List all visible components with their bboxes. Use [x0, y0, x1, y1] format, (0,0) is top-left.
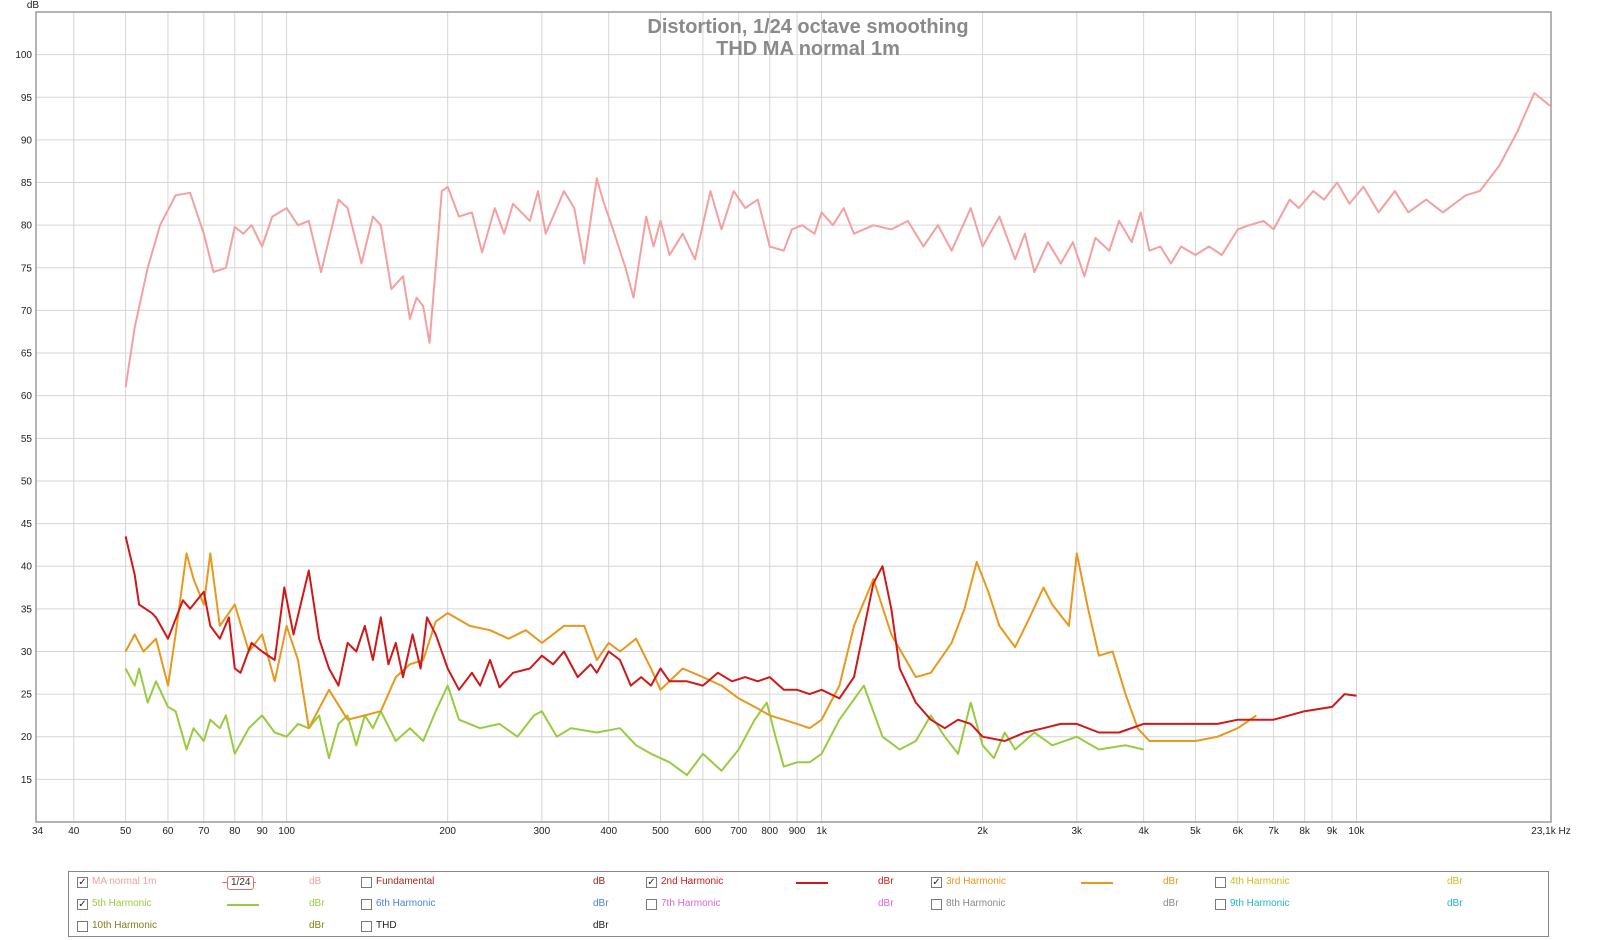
legend-checkbox-fundamental[interactable] — [361, 877, 372, 888]
legend-unit-10th-harmonic: dBr — [309, 920, 325, 931]
y-tick-label: 45 — [21, 519, 33, 530]
x-tick-label: 40 — [68, 826, 80, 837]
legend-unit-ma-normal-1m: dB — [309, 876, 322, 887]
legend-unit-7th-harmonic: dBr — [878, 898, 894, 909]
x-tick-label: 34 — [32, 826, 44, 837]
y-axis-label: dB — [27, 0, 40, 11]
x-tick-label: 900 — [789, 826, 806, 837]
x-tick-label: 9k — [1327, 826, 1339, 837]
legend-label-fundamental: Fundamental — [376, 876, 435, 887]
legend-checkbox-7th-harmonic[interactable] — [646, 899, 657, 910]
x-tick-label: 8k — [1299, 826, 1311, 837]
chart-subtitle: THD MA normal 1m — [716, 38, 900, 60]
y-tick-label: 35 — [21, 604, 33, 615]
y-tick-label: 25 — [21, 690, 33, 701]
y-tick-label: 20 — [21, 732, 33, 743]
legend-unit-fundamental: dB — [593, 876, 606, 887]
legend-unit-6th-harmonic: dBr — [593, 898, 609, 909]
x-tick-label: 5k — [1190, 826, 1202, 837]
y-tick-label: 80 — [21, 221, 33, 232]
distortion-chart: 15 20 25 30 35 40 45 50 55 60 65 70 75 80 85 90 95 100 34… — [15, 0, 1571, 837]
y-tick-label: 60 — [21, 391, 33, 402]
x-tick-label: 600 — [695, 826, 712, 837]
legend-swatch-3rd-harmonic — [1081, 882, 1113, 884]
x-axis-ticks: 34 40 50 60 70 80 90 100 200 300 400 500 600 700 800 90… — [32, 826, 1571, 837]
x-tick-label: 10k — [1348, 826, 1365, 837]
series-ma-normal-1m — [124, 92, 1551, 388]
x-tick-label: 7k — [1268, 826, 1280, 837]
legend-checkbox-8th-harmonic[interactable] — [931, 899, 942, 910]
y-tick-label: 40 — [21, 562, 33, 573]
series-5th-harmonic — [124, 667, 1144, 777]
legend-label-6th-harmonic: 6th Harmonic — [376, 898, 436, 909]
legend-unit-4th-harmonic: dBr — [1447, 876, 1463, 887]
legend-checkbox-10th-harmonic[interactable] — [77, 921, 88, 932]
y-tick-label: 55 — [21, 434, 33, 445]
x-tick-label: 60 — [162, 826, 174, 837]
legend-label-9th-harmonic: 9th Harmonic — [1230, 898, 1290, 909]
legend-label-8th-harmonic: 8th Harmonic — [946, 898, 1006, 909]
legend-label-10th-harmonic: 10th Harmonic — [92, 920, 158, 931]
legend-smoothing-badge[interactable]: 1/24 — [227, 876, 255, 890]
legend-label-7th-harmonic: 7th Harmonic — [661, 898, 721, 909]
legend-label-5th-harmonic: 5th Harmonic — [92, 898, 152, 909]
series-3rd-harmonic — [124, 552, 1257, 742]
y-tick-label: 75 — [21, 263, 33, 274]
y-axis-ticks: 15 20 25 30 35 40 45 50 55 60 65 70 75 80 85 90 95 100 — [15, 50, 32, 786]
x-tick-label: 100 — [278, 826, 295, 837]
plot-frame — [35, 11, 1552, 823]
legend-unit-9th-harmonic: dBr — [1447, 898, 1463, 909]
legend-checkbox-6th-harmonic[interactable] — [361, 899, 372, 910]
legend-unit-2nd-harmonic: dBr — [878, 876, 894, 887]
x-tick-label: 800 — [761, 826, 778, 837]
legend-checkbox-ma-normal-1m[interactable]: ✓ — [77, 877, 88, 888]
x-tick-label: 6k — [1233, 826, 1245, 837]
x-tick-label: 80 — [229, 826, 241, 837]
x-tick-label: 50 — [120, 826, 132, 837]
y-tick-label: 15 — [21, 775, 33, 786]
legend-checkbox-3rd-harmonic[interactable]: ✓ — [931, 877, 942, 888]
x-tick-label: 700 — [730, 826, 747, 837]
x-tick-label: 2k — [977, 826, 989, 837]
y-tick-label: 90 — [21, 135, 33, 146]
y-tick-label: 65 — [21, 349, 33, 360]
legend-checkbox-4th-harmonic[interactable] — [1215, 877, 1226, 888]
legend-unit-8th-harmonic: dBr — [1163, 898, 1179, 909]
y-tick-label: 85 — [21, 178, 33, 189]
y-tick-label: 30 — [21, 647, 33, 658]
x-tick-label: 3k — [1072, 826, 1084, 837]
legend-label-ma-normal-1m: MA normal 1m — [92, 876, 157, 887]
series-2nd-harmonic — [124, 536, 1357, 742]
legend-unit-3rd-harmonic: dBr — [1163, 876, 1179, 887]
y-tick-label: 50 — [21, 476, 33, 487]
legend-checkbox-9th-harmonic[interactable] — [1215, 899, 1226, 910]
y-tick-label: 100 — [15, 50, 32, 61]
x-tick-label: 23,1k Hz — [1531, 826, 1570, 837]
y-tick-label: 95 — [21, 93, 33, 104]
x-tick-label: 90 — [257, 826, 269, 837]
series-group — [124, 92, 1551, 777]
y-tick-label: 70 — [21, 306, 33, 317]
grid-lines — [36, 12, 1551, 822]
legend-unit-thd: dBr — [593, 920, 609, 931]
x-tick-label: 200 — [439, 826, 456, 837]
x-tick-label: 70 — [198, 826, 210, 837]
legend-unit-5th-harmonic: dBr — [309, 898, 325, 909]
legend-label-4th-harmonic: 4th Harmonic — [1230, 876, 1290, 887]
legend-label-thd: THD — [376, 920, 397, 931]
legend-label-3rd-harmonic: 3rd Harmonic — [946, 876, 1007, 887]
legend-panel: ✓ MA normal 1m 1/24 dB Fundamental dB ✓ 2nd Har… — [68, 871, 1549, 937]
x-tick-label: 300 — [534, 826, 551, 837]
legend-checkbox-5th-harmonic[interactable]: ✓ — [77, 899, 88, 910]
legend-checkbox-thd[interactable] — [361, 921, 372, 932]
x-tick-label: 500 — [652, 826, 669, 837]
x-tick-label: 4k — [1138, 826, 1150, 837]
chart-title: Distortion, 1/24 octave smoothing — [647, 16, 968, 38]
legend-label-2nd-harmonic: 2nd Harmonic — [661, 876, 724, 887]
legend-swatch-5th-harmonic — [227, 904, 259, 906]
legend-checkbox-2nd-harmonic[interactable]: ✓ — [646, 877, 657, 888]
x-tick-label: 400 — [600, 826, 617, 837]
x-tick-label: 1k — [816, 826, 828, 837]
legend-swatch-2nd-harmonic — [796, 882, 828, 884]
